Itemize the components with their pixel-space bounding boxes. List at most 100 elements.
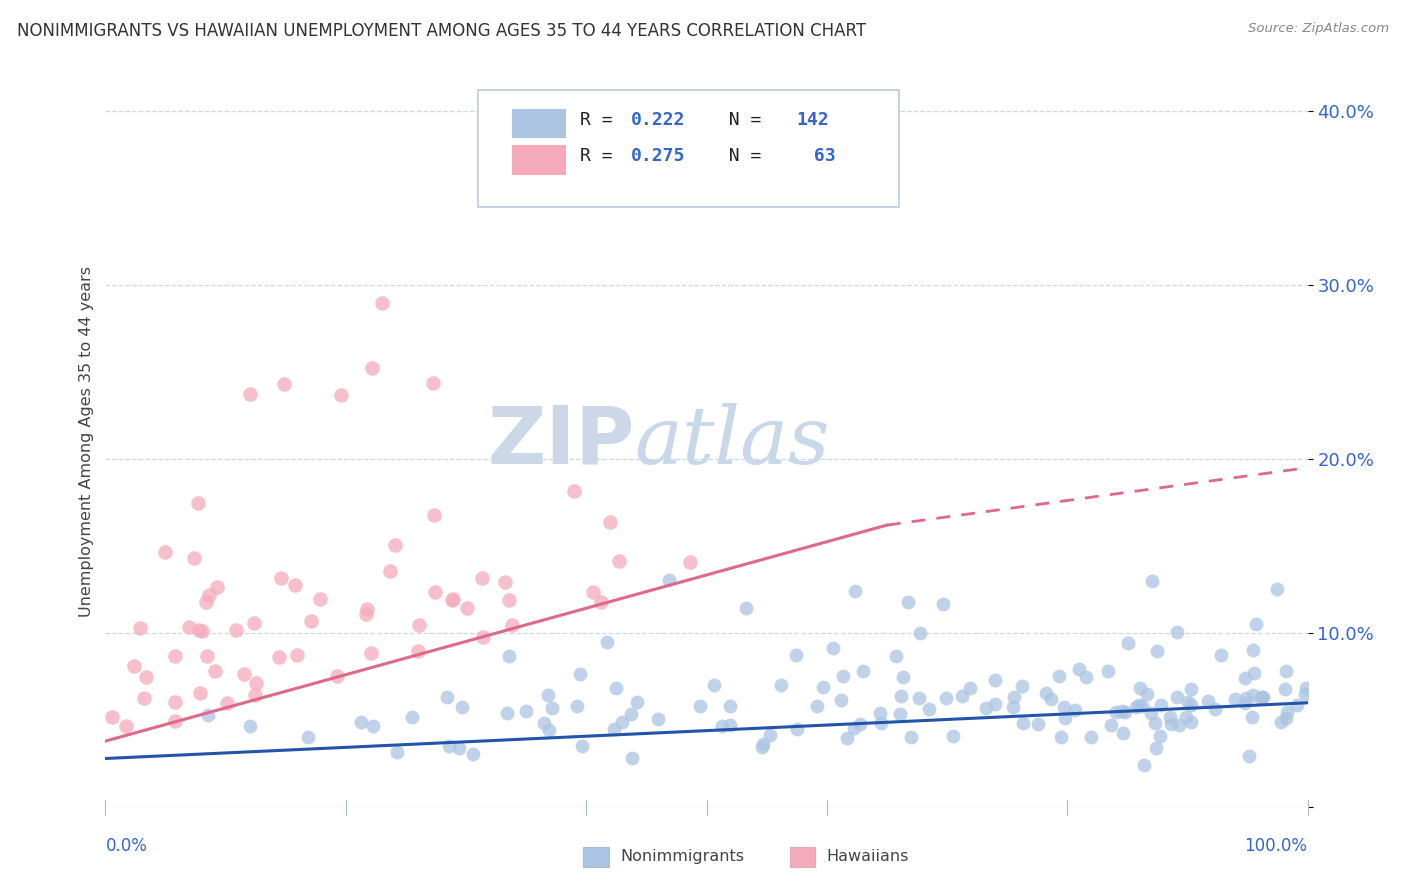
Text: N =: N =	[707, 147, 772, 165]
Point	[207, 580, 229, 594]
Point	[1135, 687, 1157, 701]
Point	[918, 702, 941, 716]
Point	[1053, 699, 1076, 714]
Point	[830, 693, 852, 707]
Point	[494, 574, 516, 589]
Point	[621, 750, 644, 764]
Point	[456, 600, 478, 615]
Point	[718, 718, 741, 732]
Point	[869, 706, 891, 721]
Point	[1159, 710, 1181, 724]
Point	[1166, 624, 1188, 639]
Point	[1011, 679, 1033, 693]
Point	[942, 729, 965, 743]
Point	[387, 745, 409, 759]
Point	[884, 649, 907, 664]
Point	[582, 585, 605, 599]
Point	[1146, 644, 1168, 658]
Point	[330, 388, 353, 402]
Point	[870, 715, 893, 730]
Point	[422, 376, 444, 390]
Point	[1241, 688, 1264, 702]
Point	[1240, 709, 1263, 723]
Point	[565, 698, 588, 713]
Point	[1250, 691, 1272, 706]
Point	[449, 740, 471, 755]
Point	[562, 484, 585, 499]
Point	[932, 597, 955, 611]
Text: R =: R =	[581, 147, 624, 165]
Point	[496, 706, 519, 720]
Point	[1012, 716, 1035, 731]
Point	[1114, 705, 1136, 719]
Point	[191, 624, 214, 638]
Point	[823, 641, 845, 656]
Point	[197, 707, 219, 722]
Point	[718, 698, 741, 713]
Text: N =: N =	[707, 111, 772, 128]
Point	[1285, 698, 1308, 712]
Point	[498, 592, 520, 607]
Point	[1053, 711, 1076, 725]
Point	[1225, 692, 1247, 706]
Point	[243, 688, 266, 702]
Point	[1177, 695, 1199, 709]
Point	[890, 690, 912, 704]
Point	[287, 648, 309, 662]
Point	[115, 719, 138, 733]
Point	[758, 728, 780, 742]
Point	[806, 699, 828, 714]
Point	[177, 620, 200, 634]
Point	[900, 730, 922, 744]
Point	[135, 670, 157, 684]
Point	[1241, 642, 1264, 657]
Point	[1116, 636, 1139, 650]
Point	[889, 706, 911, 721]
Point	[1035, 686, 1057, 700]
Point	[243, 615, 266, 630]
Point	[607, 554, 630, 568]
Point	[811, 680, 834, 694]
Point	[935, 690, 957, 705]
Point	[354, 607, 377, 621]
Point	[596, 634, 619, 648]
Point	[679, 556, 702, 570]
Point	[498, 648, 520, 663]
Point	[360, 361, 382, 376]
Point	[437, 739, 460, 753]
Text: Hawaiians: Hawaiians	[827, 849, 910, 863]
Point	[267, 650, 290, 665]
Text: NONIMMIGRANTS VS HAWAIIAN UNEMPLOYMENT AMONG AGES 35 TO 44 YEARS CORRELATION CHA: NONIMMIGRANTS VS HAWAIIAN UNEMPLOYMENT A…	[17, 22, 866, 40]
Point	[1129, 681, 1152, 696]
Point	[1111, 704, 1133, 718]
Point	[1251, 690, 1274, 704]
Point	[1265, 582, 1288, 596]
Point	[361, 719, 384, 733]
Point	[239, 719, 262, 733]
Point	[215, 696, 238, 710]
Point	[605, 681, 627, 696]
Text: atlas: atlas	[634, 403, 830, 480]
Point	[541, 701, 564, 715]
Point	[703, 677, 725, 691]
Point	[1168, 718, 1191, 732]
Point	[470, 571, 492, 585]
Point	[891, 670, 914, 684]
Point	[1064, 703, 1087, 717]
Point	[100, 710, 122, 724]
Point	[122, 659, 145, 673]
Point	[950, 689, 973, 703]
Point	[1294, 687, 1316, 701]
Point	[188, 623, 211, 637]
Point	[1150, 698, 1173, 712]
Point	[1128, 698, 1150, 712]
Point	[976, 700, 998, 714]
Point	[1002, 690, 1025, 704]
Point	[1140, 574, 1163, 588]
Point	[1180, 715, 1202, 730]
Point	[1040, 692, 1063, 706]
Point	[356, 602, 378, 616]
Point	[450, 699, 472, 714]
Point	[225, 623, 247, 637]
Point	[239, 387, 262, 401]
